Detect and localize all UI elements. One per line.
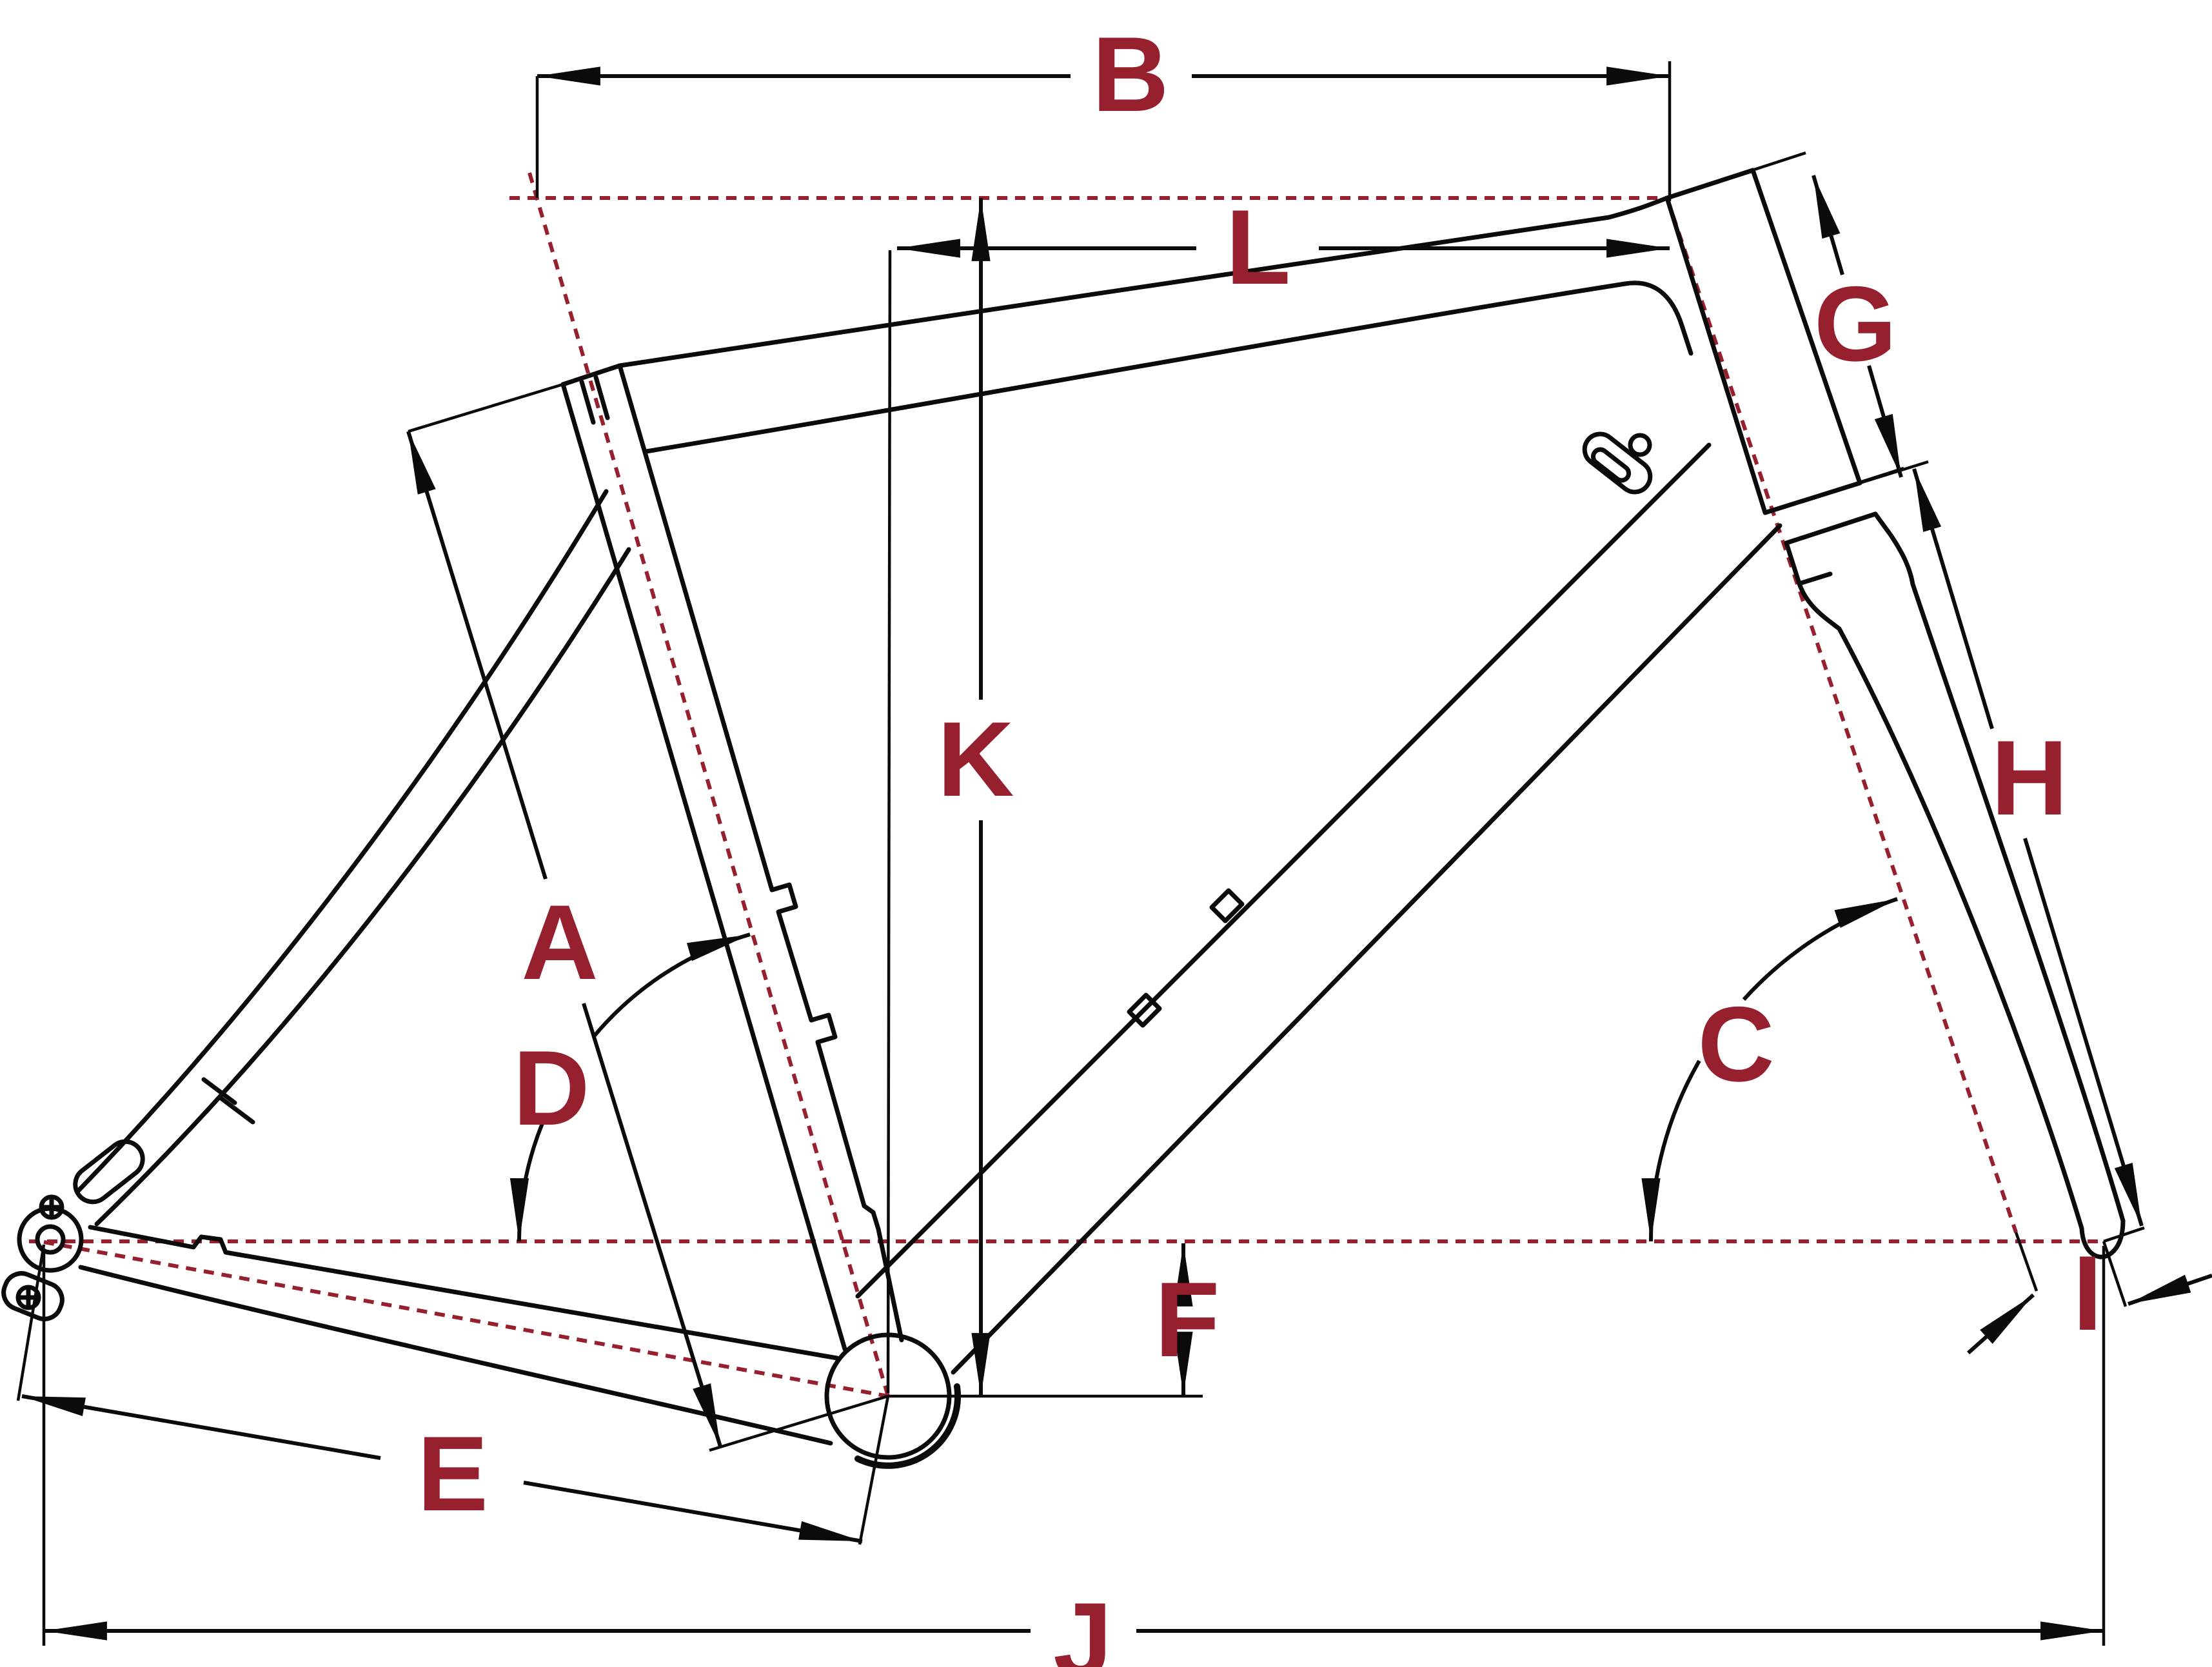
label-K: K bbox=[937, 700, 1014, 818]
label-A: A bbox=[521, 883, 598, 1001]
head-tube-front-edge bbox=[1750, 168, 1862, 486]
seat-stay-joint-marks bbox=[201, 1077, 255, 1125]
dimension-H bbox=[1859, 460, 2145, 1243]
bottle-boss-1 bbox=[1209, 888, 1245, 923]
label-E: E bbox=[417, 1414, 488, 1533]
seatpost-slot bbox=[579, 375, 610, 425]
label-F: F bbox=[1155, 1260, 1220, 1379]
dimension-I bbox=[1967, 1232, 2212, 1355]
bottom-bracket-rim bbox=[854, 1383, 961, 1469]
fork bbox=[1784, 511, 2126, 1259]
rear-dropout bbox=[1, 1139, 145, 1321]
label-I: I bbox=[2073, 1234, 2102, 1352]
down-tube-lower-edge bbox=[951, 523, 1782, 1375]
seat-tube-axis bbox=[528, 172, 890, 1397]
seat-tube-left-edge bbox=[560, 382, 847, 1352]
fork-crown-top-face bbox=[1784, 511, 1878, 546]
label-J: J bbox=[1053, 1581, 1112, 1667]
head-tube-rear-edge bbox=[1664, 195, 1768, 515]
seat-stay-upper-edge bbox=[75, 489, 609, 1194]
dimension-K bbox=[888, 198, 1203, 1398]
angle-D bbox=[509, 932, 751, 1242]
reference-lines bbox=[29, 172, 2104, 1398]
dimension-L bbox=[886, 239, 1670, 1394]
cable-port-detail bbox=[1582, 431, 1653, 495]
frame-outline bbox=[1, 168, 2126, 1469]
fork-rear-edge bbox=[1784, 540, 2084, 1231]
label-L: L bbox=[1226, 188, 1291, 306]
dimension-J bbox=[42, 1246, 2106, 1646]
chainstay-upper-edge bbox=[88, 1225, 840, 1361]
label-C: C bbox=[1697, 985, 1774, 1103]
steering-axis bbox=[1665, 197, 2018, 1233]
dimension-B bbox=[535, 61, 1672, 201]
fork-front-edge bbox=[1873, 511, 2126, 1223]
seat-stay-lower-edge bbox=[94, 547, 631, 1227]
label-D: D bbox=[513, 1029, 589, 1147]
dimension-G bbox=[1666, 151, 1904, 515]
angle-C bbox=[1641, 897, 1898, 1242]
dimension-A bbox=[406, 382, 889, 1452]
seat-tube-top-face bbox=[560, 363, 622, 387]
down-tube-upper-edge bbox=[855, 442, 1712, 1299]
top-tube-upper-edge bbox=[617, 195, 1670, 368]
label-H: H bbox=[1991, 718, 2068, 837]
label-G: G bbox=[1814, 264, 1897, 383]
label-B: B bbox=[1092, 15, 1169, 133]
top-tube-lower-edge bbox=[644, 281, 1694, 454]
seat-tube-right-edge bbox=[617, 363, 904, 1343]
chainstay-lower-edge bbox=[78, 1265, 833, 1446]
chainstay-axis bbox=[43, 1240, 889, 1398]
bottle-boss-2 bbox=[1127, 992, 1162, 1028]
fork-crown-step bbox=[1797, 571, 1833, 586]
dimension-E bbox=[16, 1244, 890, 1545]
labels: A B C D E F G H I J K L bbox=[417, 15, 2102, 1667]
